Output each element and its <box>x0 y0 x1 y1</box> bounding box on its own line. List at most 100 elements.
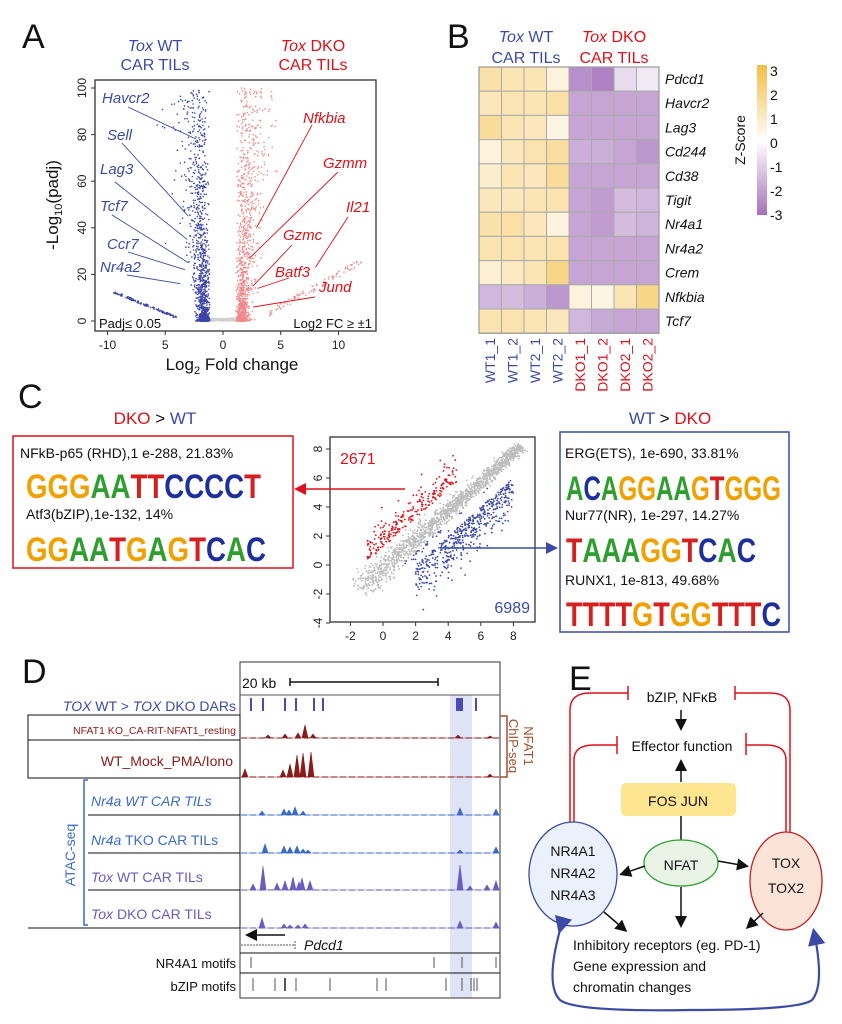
volcano-point <box>203 228 205 230</box>
scatter-point <box>469 545 472 547</box>
volcano-point <box>244 168 247 171</box>
scatter-point <box>416 532 419 535</box>
scatter-point <box>394 549 397 552</box>
scatter-point <box>500 470 503 473</box>
scatter-point <box>398 550 401 553</box>
legend-swatch <box>757 140 767 143</box>
volcano-point <box>247 149 249 152</box>
scatter-point <box>464 501 467 504</box>
volcano-point <box>197 283 200 286</box>
volcano-point <box>201 201 204 204</box>
volcano-point <box>274 125 276 128</box>
scatter-point <box>424 557 427 560</box>
volcano-point <box>194 169 196 172</box>
volcano-point <box>203 274 205 277</box>
volcano-point <box>240 203 243 206</box>
volcano-point <box>200 215 202 218</box>
motif-letter: C <box>246 531 266 569</box>
volcano-point <box>263 173 265 176</box>
scatter-point <box>379 585 382 588</box>
volcano-point <box>237 214 240 217</box>
scatter-point <box>442 556 445 559</box>
heatmap-cell <box>501 211 525 237</box>
volcano-point <box>237 293 239 296</box>
scatter-point <box>424 532 426 535</box>
scatter-point <box>443 539 446 542</box>
volcano-point <box>242 284 244 287</box>
volcano-point <box>246 221 248 224</box>
heatmap-cell <box>591 66 615 92</box>
scatter-point <box>413 544 416 547</box>
volcano-point <box>130 297 132 299</box>
volcano-point <box>156 124 158 126</box>
volcano-point <box>200 241 203 243</box>
volcano-point <box>248 226 251 229</box>
scatter-point <box>476 535 479 538</box>
scatter-point <box>442 509 445 512</box>
scatter-point <box>486 487 489 490</box>
volcano-point <box>192 130 194 133</box>
volcano-point <box>247 203 250 206</box>
heatmap-cell <box>546 211 570 237</box>
volcano-point <box>299 293 301 295</box>
volcano-point <box>238 289 240 292</box>
scatter-point <box>357 584 359 587</box>
volcano-point <box>194 256 196 259</box>
volcano-point <box>297 297 300 299</box>
volcano-point <box>244 262 247 264</box>
scatter-point <box>409 537 412 540</box>
scatter-point <box>400 556 403 558</box>
volcano-point <box>194 140 197 143</box>
scatter-point <box>412 558 415 561</box>
volcano-point <box>200 256 202 259</box>
scatter-point <box>512 459 514 462</box>
heatmap-cell <box>523 187 547 213</box>
scatter-point <box>504 514 506 516</box>
scatter-point <box>441 509 443 512</box>
volcano-point <box>247 220 250 222</box>
scatter-point <box>401 560 403 562</box>
volcano-point <box>177 100 180 103</box>
legend-swatch <box>757 75 767 78</box>
scatter-point <box>435 535 438 538</box>
volcano-point <box>206 306 209 309</box>
heatmap-cell <box>613 308 637 334</box>
volcano-point <box>250 125 253 128</box>
volcano-point <box>203 269 206 272</box>
scatter-point <box>493 471 496 474</box>
scatter-point <box>516 449 519 451</box>
scatter-point <box>486 522 488 525</box>
scatter-point <box>459 534 462 537</box>
scatter-point <box>449 550 452 553</box>
scatter-point <box>413 542 416 544</box>
volcano-point <box>197 107 200 109</box>
heatmap-cell <box>501 260 525 286</box>
scatter-point <box>398 554 401 557</box>
volcano-point <box>237 170 240 173</box>
volcano-point <box>327 278 330 280</box>
heatmap-cell <box>546 90 570 116</box>
volcano-point <box>248 248 251 250</box>
volcano-point <box>351 268 353 270</box>
volcano-point <box>245 229 247 232</box>
scatter-point <box>418 522 421 524</box>
volcano-point <box>254 105 257 107</box>
volcano-point <box>191 116 194 118</box>
scatter-point <box>460 492 462 495</box>
scatter-point <box>375 564 378 567</box>
scatter-point <box>517 443 520 446</box>
volcano-point <box>190 225 192 228</box>
scatter-point <box>383 566 386 569</box>
volcano-point <box>203 141 206 144</box>
volcano-point <box>245 285 248 287</box>
volcano-point <box>208 268 211 271</box>
volcano-point <box>191 99 194 102</box>
scatter-point <box>492 498 494 501</box>
scatter-point <box>498 457 500 460</box>
scatter-point <box>379 572 381 575</box>
volcano-point <box>244 178 246 181</box>
scatter-point <box>504 461 507 464</box>
gene-label-jund: Jund <box>318 279 352 296</box>
scatter-point <box>505 496 507 499</box>
scatter-point <box>404 529 407 531</box>
